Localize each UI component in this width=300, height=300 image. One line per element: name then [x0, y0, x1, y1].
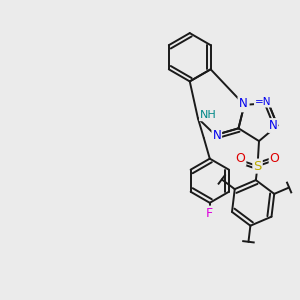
Text: NH: NH [200, 110, 217, 120]
Text: O: O [236, 152, 245, 165]
Text: N: N [212, 128, 221, 142]
Text: N: N [240, 98, 249, 111]
Text: S: S [254, 160, 262, 172]
Text: =N: =N [255, 97, 271, 107]
Text: O: O [270, 152, 280, 165]
Text: F: F [206, 207, 213, 220]
Text: N: N [238, 97, 247, 110]
Text: N: N [269, 119, 278, 132]
